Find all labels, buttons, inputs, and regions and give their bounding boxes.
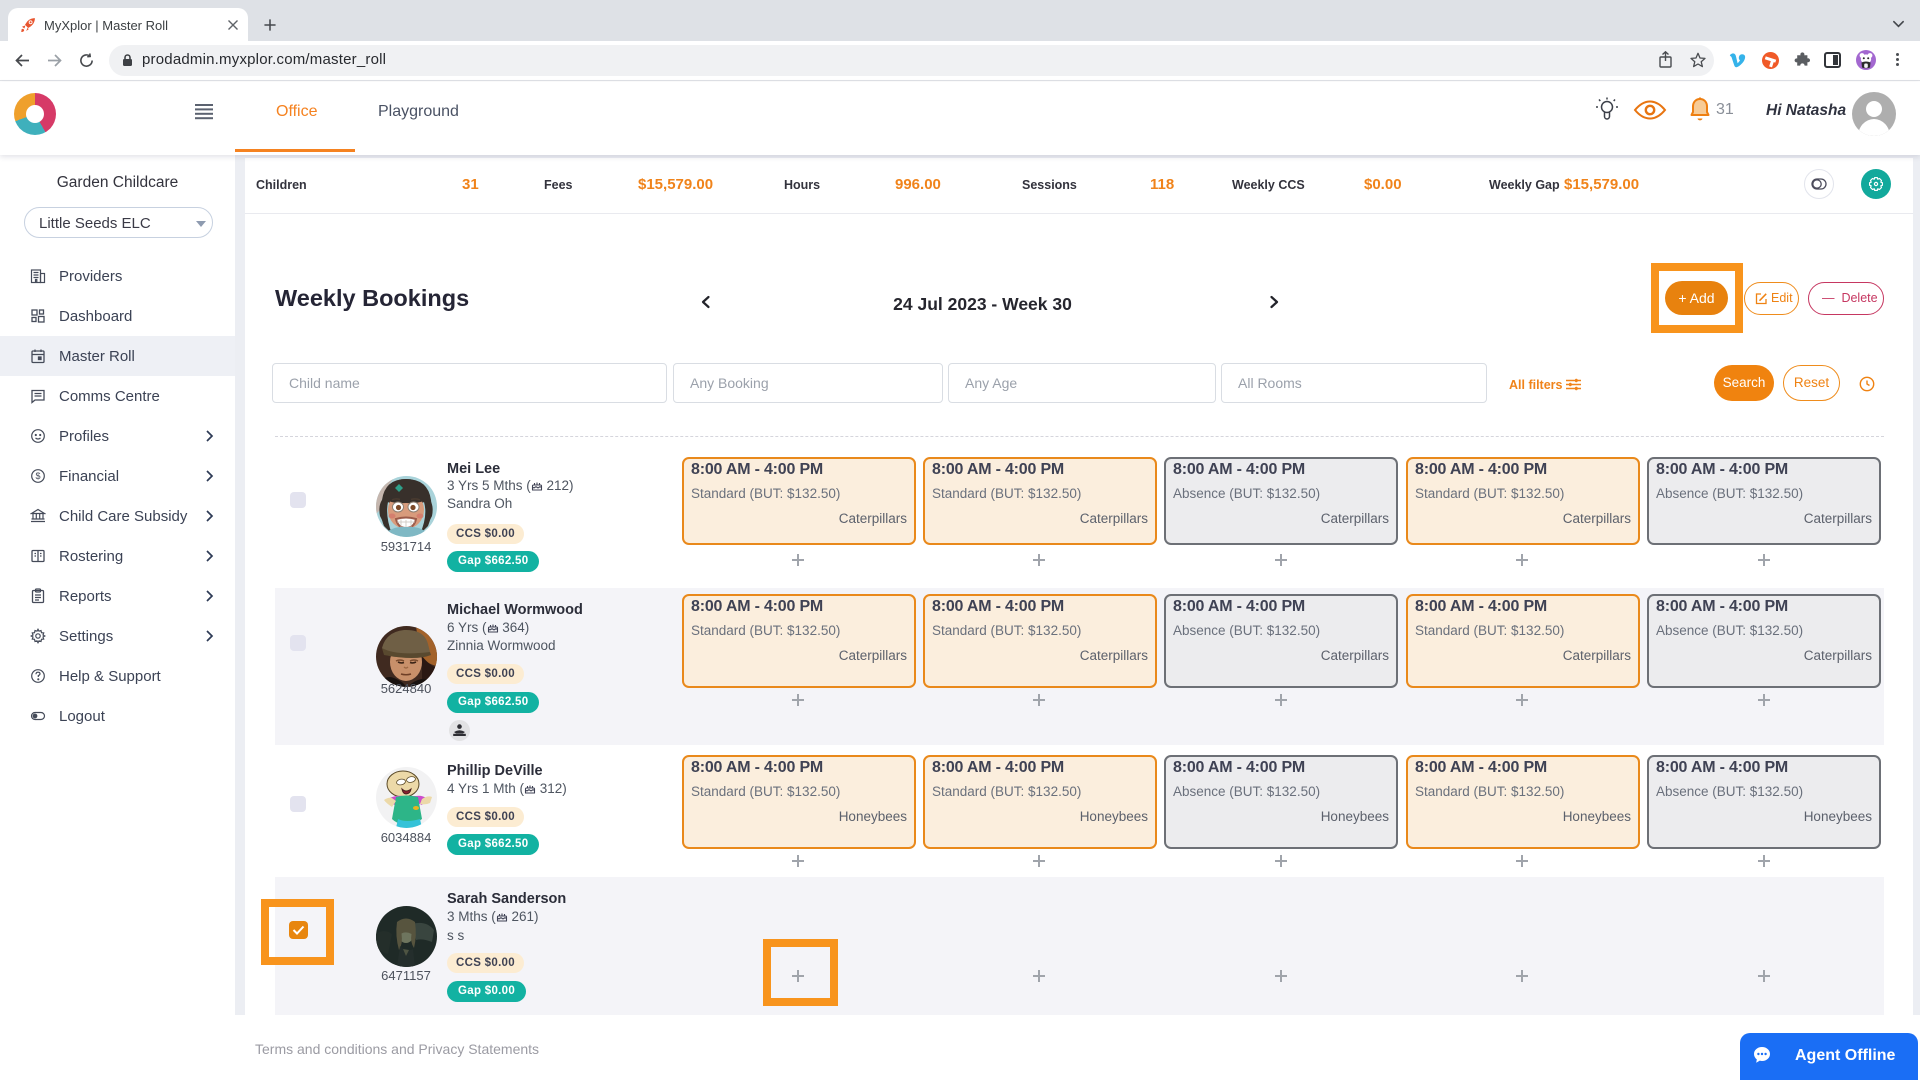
svg-text:$: $	[35, 471, 40, 481]
